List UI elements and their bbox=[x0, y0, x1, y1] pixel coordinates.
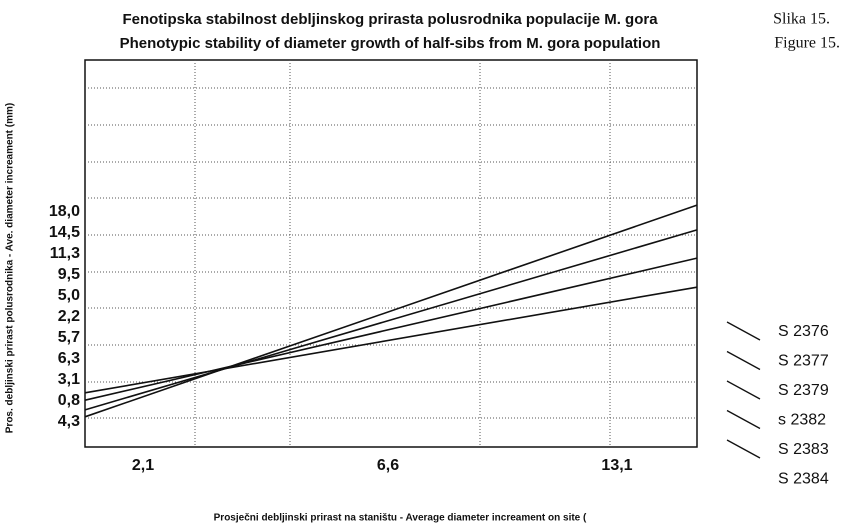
y-tick-label: 11,3 bbox=[50, 245, 80, 262]
x-tick-label: 6,6 bbox=[377, 457, 399, 474]
chart-subtitle: Phenotypic stability of diameter growth … bbox=[120, 35, 661, 52]
x-tick-label: 2,1 bbox=[132, 457, 154, 474]
legend-label: s 2382 bbox=[778, 412, 826, 429]
y-tick-label: 4,3 bbox=[58, 413, 80, 430]
y-tick-label: 3,1 bbox=[58, 371, 80, 388]
y-tick-label: 6,3 bbox=[58, 350, 80, 367]
figure-label: Slika 15. bbox=[773, 11, 830, 28]
legend-label: S 2379 bbox=[778, 382, 829, 399]
legend-symbol bbox=[726, 380, 761, 400]
chart-title: Fenotipska stabilnost debljinskog priras… bbox=[122, 11, 658, 28]
legend-label: S 2383 bbox=[778, 441, 829, 458]
plot-frame bbox=[84, 59, 698, 448]
y-tick-label: 5,7 bbox=[58, 329, 80, 346]
legend-symbol bbox=[726, 350, 761, 371]
y-tick-label: 5,0 bbox=[58, 287, 80, 304]
series-line bbox=[84, 229, 698, 411]
series-line bbox=[84, 257, 698, 401]
legend-symbol bbox=[726, 321, 761, 341]
legend-label: S 2376 bbox=[778, 323, 829, 340]
y-tick-label: 0,8 bbox=[58, 392, 80, 409]
y-tick-label: 14,5 bbox=[49, 224, 80, 241]
x-tick-label: 13,1 bbox=[601, 457, 632, 474]
legend-symbol bbox=[726, 439, 761, 459]
y-tick-label: 2,2 bbox=[58, 308, 80, 325]
series-line bbox=[84, 204, 698, 418]
y-axis-label: Pros. debljinski prirast polusrodnika - … bbox=[5, 103, 16, 433]
y-tick-label: 9,5 bbox=[58, 266, 80, 283]
x-axis-label: Prosječni debljinski prirast na staništu… bbox=[214, 513, 587, 524]
figure-label: Figure 15. bbox=[774, 35, 840, 52]
legend-symbol bbox=[726, 409, 761, 430]
legend-label: S 2377 bbox=[778, 353, 829, 370]
series-line bbox=[84, 286, 698, 394]
legend-label: S 2384 bbox=[778, 471, 829, 488]
y-tick-label: 18,0 bbox=[49, 203, 80, 220]
